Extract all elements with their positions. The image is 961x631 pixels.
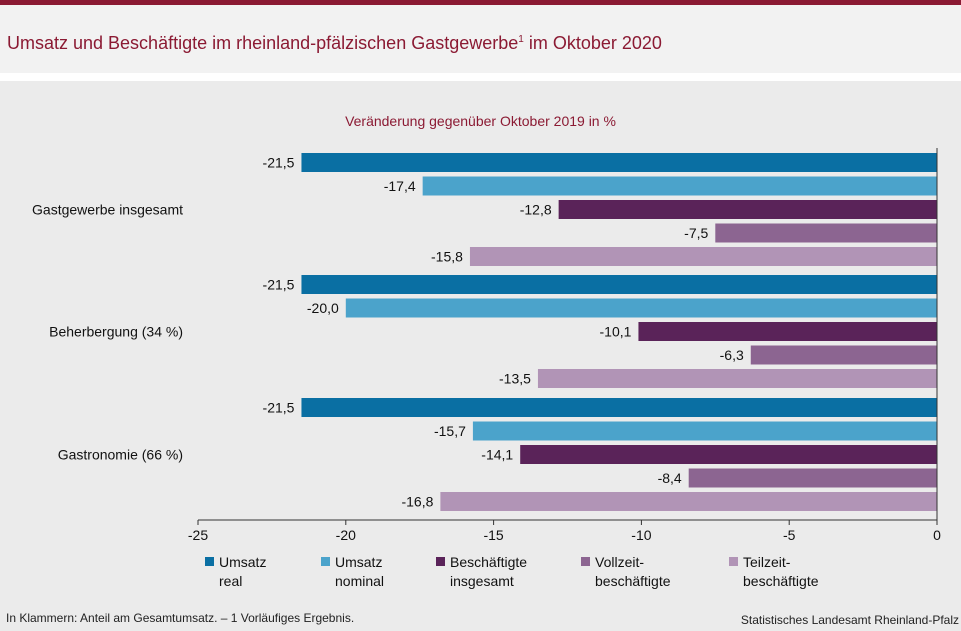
legend-label: Beschäftigte: [450, 554, 527, 570]
top-accent-bar: [0, 0, 961, 5]
bar: [301, 275, 938, 294]
legend-label: real: [219, 573, 242, 589]
source-credit: Statistisches Landesamt Rheinland-Pfalz: [740, 613, 959, 627]
legend-label: Umsatz: [219, 554, 266, 570]
legend-swatch: [729, 557, 738, 566]
data-label: -16,8: [401, 494, 433, 510]
x-tick-label: -25: [188, 527, 208, 543]
legend-swatch: [581, 557, 590, 566]
header-divider: [0, 73, 961, 81]
chart-subtitle: Veränderung gegenüber Oktober 2019 in %: [345, 113, 616, 129]
legend-label: Vollzeit-: [595, 554, 644, 570]
data-label: -20,0: [307, 300, 339, 316]
title-footnote-marker: 1: [518, 34, 524, 45]
bar: [715, 223, 937, 243]
bar: [301, 398, 938, 417]
legend-label: Teilzeit-: [743, 554, 791, 570]
x-tick-label: -20: [336, 527, 356, 543]
data-label: -8,4: [658, 470, 682, 486]
data-label: -7,5: [684, 225, 708, 241]
data-label: -14,1: [481, 447, 513, 463]
data-label: -21,5: [263, 277, 295, 293]
bar: [345, 298, 937, 318]
x-tick-label: -15: [483, 527, 503, 543]
data-label: -13,5: [499, 371, 531, 387]
legend-swatch: [321, 557, 330, 566]
header-panel: Umsatz und Beschäftigte im rheinland-pfä…: [0, 5, 961, 73]
bar: [537, 369, 937, 388]
data-label: -10,1: [600, 324, 632, 340]
category-label: Gastgewerbe insgesamt: [32, 202, 183, 218]
legend-label: beschäftigte: [595, 573, 671, 589]
bar: [440, 492, 937, 511]
data-label: -17,4: [384, 178, 416, 194]
data-label: -15,8: [431, 249, 463, 265]
footnote: In Klammern: Anteil am Gesamtumsatz. – 1…: [6, 611, 355, 625]
category-label: Gastronomie (66 %): [58, 447, 183, 463]
bar: [520, 445, 937, 464]
data-label: -6,3: [720, 347, 744, 363]
bar: [558, 200, 937, 219]
x-tick-label: -5: [783, 527, 796, 543]
data-label: -12,8: [520, 202, 552, 218]
legend-label: beschäftigte: [743, 573, 819, 589]
data-label: -21,5: [263, 155, 295, 171]
chart-title: Umsatz und Beschäftigte im rheinland-pfä…: [7, 33, 662, 53]
bar: [422, 176, 937, 196]
bar: [472, 421, 937, 441]
legend-swatch: [205, 557, 214, 566]
category-label: Beherbergung (34 %): [49, 324, 183, 340]
bar: [301, 153, 938, 172]
data-label: -21,5: [263, 400, 295, 416]
legend-label: insgesamt: [450, 573, 514, 589]
bar: [688, 468, 937, 488]
data-label: -15,7: [434, 423, 466, 439]
bar: [750, 345, 937, 365]
legend-swatch: [436, 557, 445, 566]
bar: [469, 247, 937, 266]
x-tick-label: -10: [631, 527, 651, 543]
x-tick-label: 0: [933, 527, 941, 543]
legend-label: nominal: [335, 573, 384, 589]
bar: [638, 322, 937, 341]
legend-label: Umsatz: [335, 554, 382, 570]
